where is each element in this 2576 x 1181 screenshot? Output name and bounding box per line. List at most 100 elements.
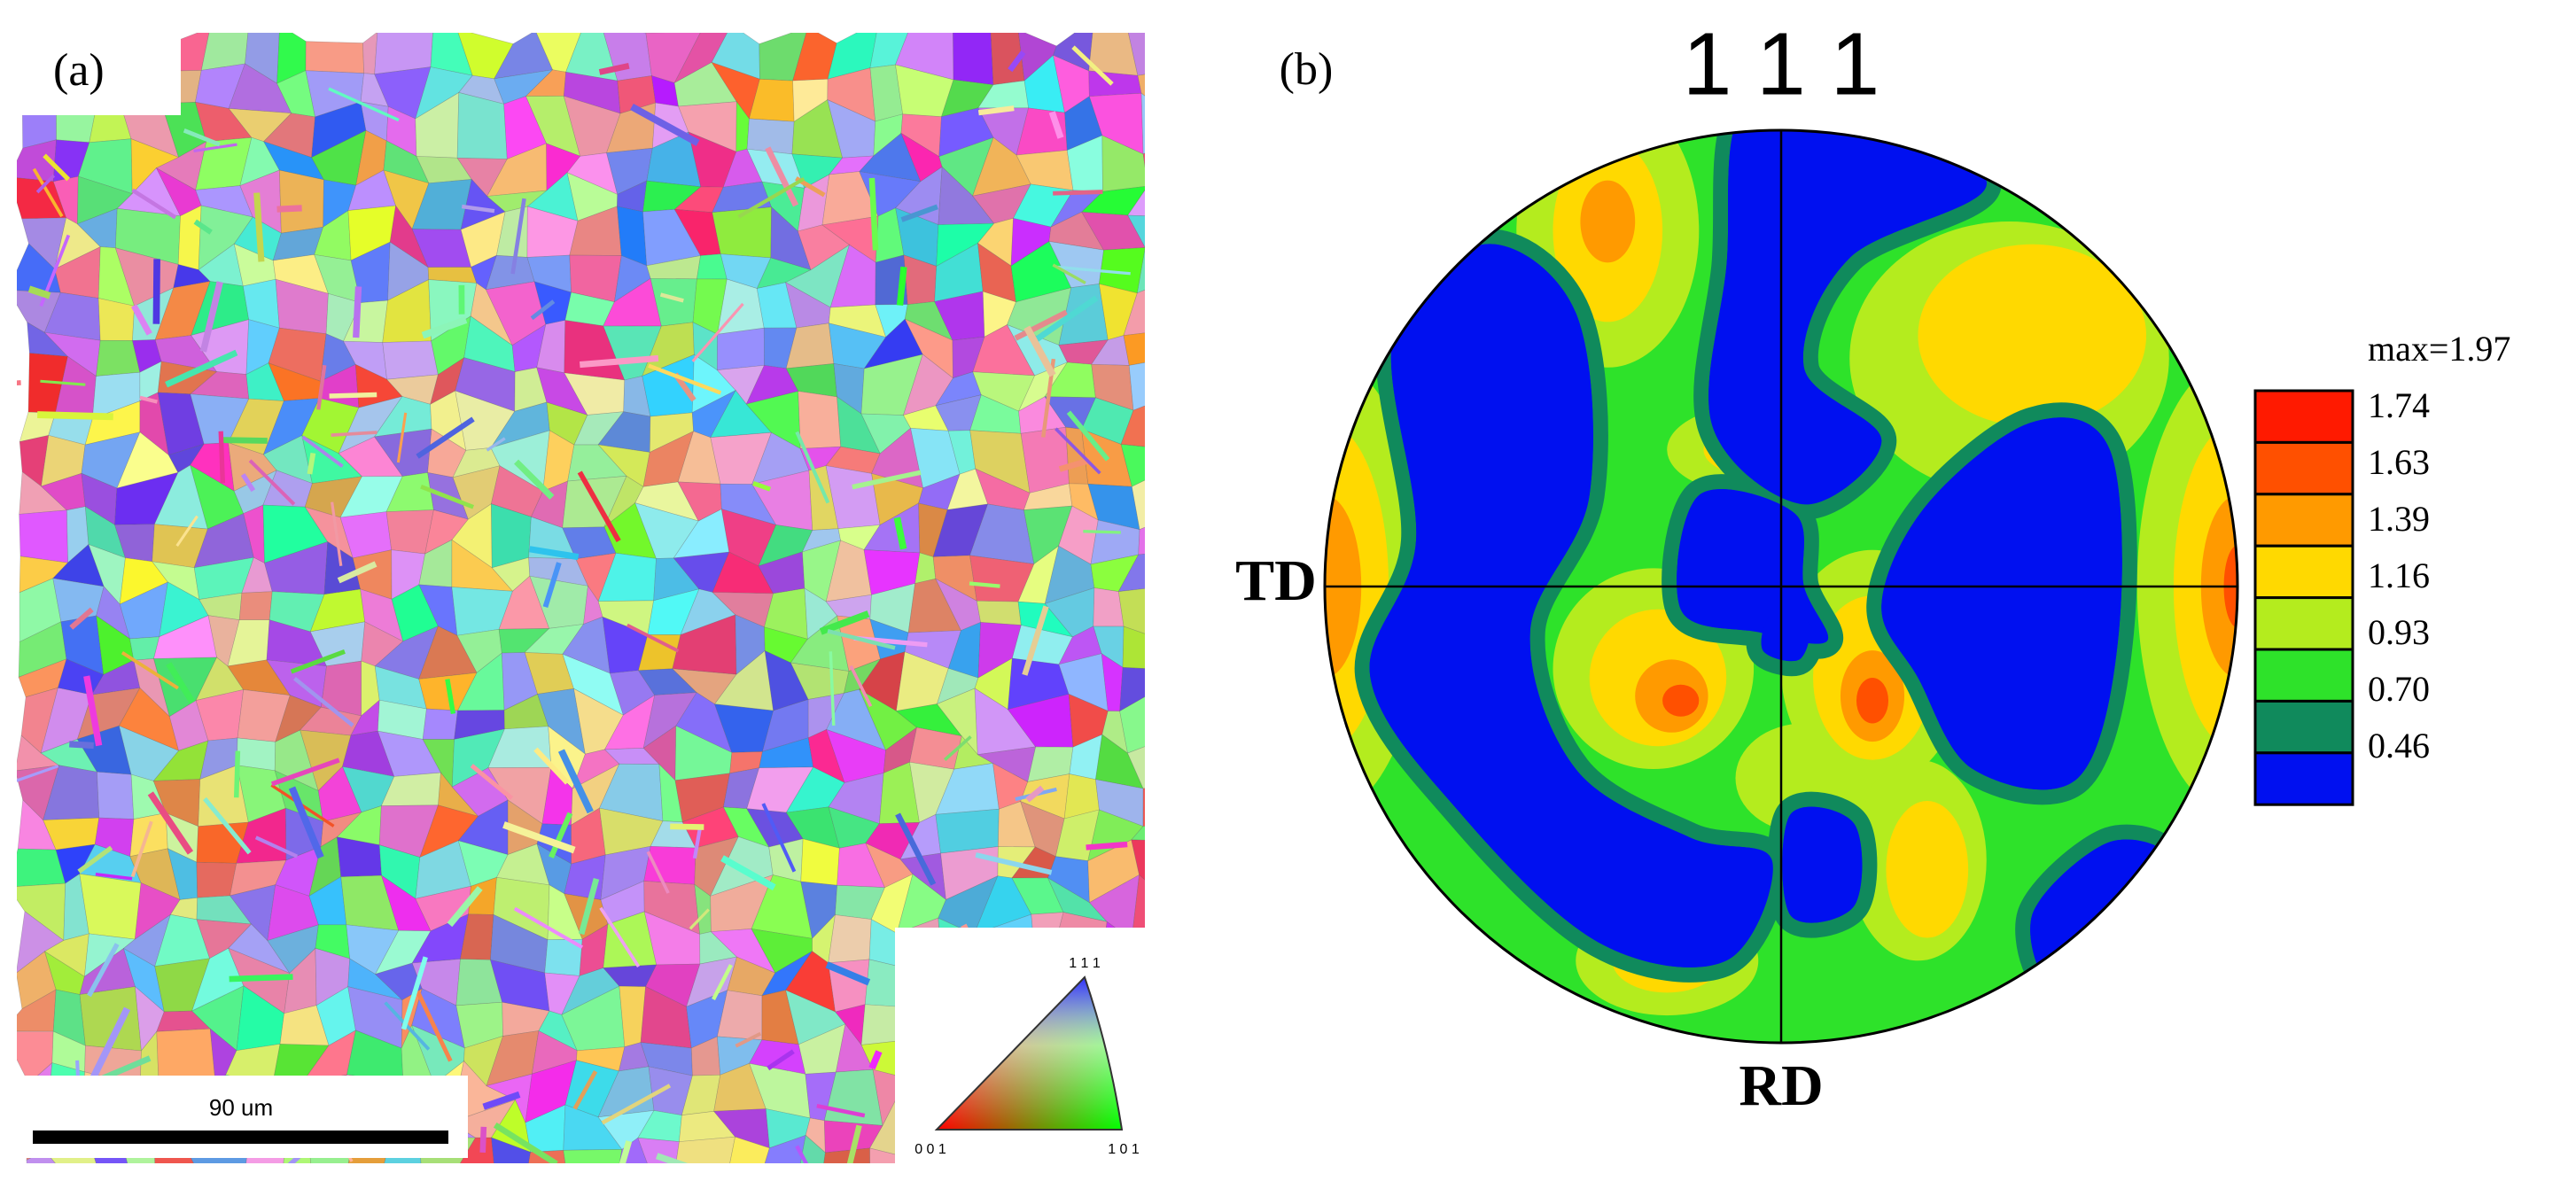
grain: [1169, 442, 1218, 488]
twin: [969, 581, 1000, 588]
grain: [1142, 788, 1145, 827]
grain: [373, 396, 432, 438]
grain: [196, 919, 253, 960]
twin: [131, 188, 177, 220]
grain: [153, 464, 208, 530]
grain: [119, 581, 168, 640]
contour-region: [1708, 130, 1987, 505]
grain: [1117, 553, 1145, 593]
twin: [578, 878, 600, 936]
grain: [525, 69, 566, 97]
twin: [1008, 50, 1026, 73]
ipf-label: 1 1 1: [1069, 956, 1101, 971]
twin: [248, 459, 296, 506]
twin: [1066, 410, 1110, 462]
grain: [382, 340, 439, 380]
twin: [767, 1049, 795, 1071]
grain: [1068, 693, 1109, 748]
grain: [374, 33, 433, 75]
grain: [17, 765, 60, 821]
grain: [236, 985, 284, 1052]
twin: [416, 990, 453, 1062]
grain: [953, 33, 994, 86]
grain: [606, 147, 653, 195]
grain: [525, 1060, 577, 1123]
grain: [597, 444, 650, 487]
grain: [720, 253, 772, 289]
grain: [745, 391, 801, 450]
grain: [262, 398, 320, 455]
grain: [756, 257, 812, 289]
twin: [735, 1031, 762, 1048]
grain: [1122, 625, 1145, 669]
twin: [43, 153, 71, 182]
legend-swatch: [2253, 699, 2354, 755]
grain: [1161, 841, 1212, 901]
grain: [19, 509, 68, 563]
grain: [1166, 1104, 1221, 1144]
rd-label: RD: [1739, 1053, 1823, 1118]
grain: [173, 264, 211, 289]
twin: [421, 316, 468, 339]
grain: [1128, 361, 1145, 411]
grain: [374, 625, 439, 680]
twin: [648, 363, 722, 395]
grain: [536, 33, 581, 73]
label-box: [17, 33, 181, 115]
grain: [169, 700, 209, 751]
grain: [76, 725, 132, 775]
grain: [385, 472, 434, 512]
grain: [1128, 33, 1145, 76]
grain: [130, 138, 180, 195]
grain: [569, 254, 622, 303]
twin: [868, 1050, 883, 1070]
grain: [279, 169, 324, 234]
contour-region: [1580, 180, 1636, 263]
grain: [167, 443, 205, 473]
grain: [859, 688, 918, 751]
twin: [218, 431, 226, 484]
panel-label: (a): [53, 45, 105, 96]
twin: [514, 459, 555, 500]
grain: [91, 371, 141, 420]
twin: [626, 623, 680, 653]
grain: [675, 1136, 735, 1163]
twin: [1057, 265, 1131, 276]
grain: [804, 587, 838, 640]
grain: [1168, 171, 1216, 217]
grain: [673, 186, 724, 214]
grain: [17, 911, 65, 974]
twin: [203, 796, 252, 855]
grain: [573, 411, 625, 446]
twin: [461, 204, 495, 214]
twin: [90, 1006, 131, 1079]
grain: [195, 185, 253, 218]
grain: [873, 113, 904, 157]
grain: [305, 41, 364, 74]
grain: [524, 652, 574, 695]
twin: [737, 176, 805, 219]
grain: [1160, 70, 1213, 107]
twin: [193, 143, 237, 153]
grain: [81, 431, 141, 489]
grain: [798, 391, 842, 449]
grain: [268, 591, 325, 633]
pole-figure-title: 1 1 1: [1683, 14, 1879, 113]
grain: [18, 658, 67, 698]
grain: [511, 323, 547, 372]
grain: [1081, 211, 1145, 251]
contour-region: [1662, 684, 1700, 717]
grain: [1141, 1084, 1145, 1109]
twin: [1048, 111, 1064, 139]
grain: [863, 549, 921, 595]
twin: [301, 435, 344, 468]
twin: [816, 1103, 866, 1118]
twin: [17, 765, 59, 782]
grain: [770, 206, 812, 271]
grain: [1010, 218, 1052, 267]
twin: [40, 379, 86, 386]
twin: [977, 105, 1015, 116]
twin: [152, 259, 160, 324]
grain: [940, 846, 999, 900]
